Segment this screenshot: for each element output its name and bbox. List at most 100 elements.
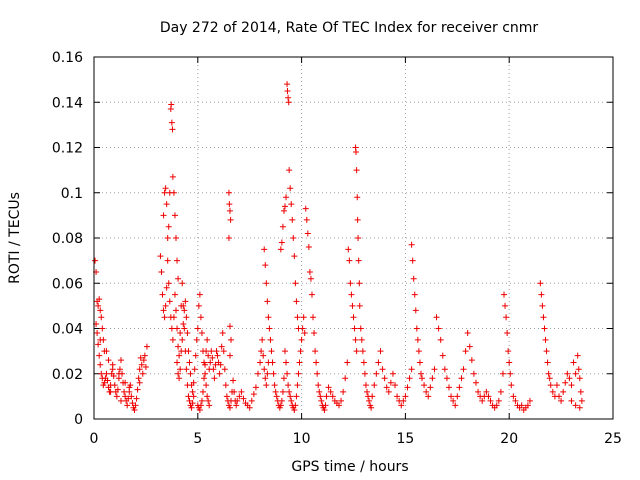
data-point: [117, 357, 124, 364]
data-point: [479, 397, 486, 404]
data-point: [280, 375, 287, 382]
data-point: [285, 382, 292, 389]
data-point: [544, 359, 551, 366]
data-point: [208, 348, 215, 355]
data-point: [266, 325, 273, 332]
data-point: [435, 325, 442, 332]
data-point: [206, 402, 213, 409]
data-point: [103, 370, 110, 377]
data-point: [178, 348, 185, 355]
data-point: [132, 402, 139, 409]
data-point: [261, 366, 268, 373]
data-point: [113, 393, 120, 400]
data-point: [177, 366, 184, 373]
data-point: [169, 336, 176, 343]
data-point: [429, 375, 436, 382]
chart-title: Day 272 of 2014, Rate Of TEC Index for r…: [160, 20, 539, 36]
data-point: [246, 404, 253, 411]
data-point: [137, 354, 144, 361]
data-point: [175, 275, 182, 282]
data-point: [458, 375, 465, 382]
data-point: [140, 357, 147, 364]
data-point: [164, 257, 171, 264]
data-point: [133, 395, 140, 402]
data-point: [545, 370, 552, 377]
data-point: [296, 359, 303, 366]
data-point: [287, 393, 294, 400]
data-point: [377, 348, 384, 355]
data-point: [290, 235, 297, 241]
x-tick-label: 0: [90, 431, 99, 447]
data-point: [115, 370, 122, 377]
y-tick-label: 0.08: [52, 231, 83, 247]
data-point: [174, 359, 181, 366]
data-point: [197, 402, 204, 409]
data-point: [352, 149, 359, 156]
data-point: [139, 370, 146, 377]
data-point: [574, 352, 581, 359]
data-point: [356, 280, 363, 287]
data-point: [218, 343, 225, 350]
data-point: [400, 397, 407, 404]
data-point: [92, 257, 99, 264]
data-point: [518, 402, 525, 409]
data-point: [437, 336, 444, 343]
data-point: [96, 352, 103, 359]
data-point: [472, 379, 479, 386]
data-point: [199, 388, 206, 395]
data-point: [568, 397, 575, 404]
data-point: [305, 244, 312, 251]
data-point: [183, 366, 190, 373]
data-point: [318, 397, 325, 404]
data-point: [226, 404, 233, 411]
data-point: [502, 302, 509, 309]
data-point: [105, 357, 112, 364]
y-axis-label: ROTI / TECUs: [7, 192, 23, 284]
data-point: [304, 230, 311, 237]
data-point: [352, 336, 359, 343]
data-point: [183, 314, 190, 321]
data-point: [213, 348, 220, 355]
data-point: [221, 366, 228, 373]
data-point: [558, 397, 565, 404]
data-point: [354, 194, 361, 201]
data-point: [189, 400, 196, 407]
x-tick-label: 20: [500, 431, 518, 447]
data-point: [269, 359, 276, 366]
data-point: [316, 388, 323, 395]
data-point: [350, 314, 357, 321]
y-tick-label: 0.06: [52, 276, 83, 292]
data-point: [202, 370, 209, 377]
data-point: [226, 207, 233, 214]
data-point: [389, 370, 396, 377]
data-point: [168, 325, 175, 332]
data-point: [233, 402, 240, 409]
data-point: [169, 173, 176, 180]
data-point: [284, 87, 291, 94]
data-point: [421, 382, 428, 389]
data-point: [174, 325, 181, 332]
data-point: [268, 348, 275, 355]
data-point: [168, 101, 175, 108]
data-point: [524, 402, 531, 409]
data-point: [166, 298, 173, 305]
data-point: [227, 216, 234, 223]
data-point: [507, 370, 514, 377]
data-point: [566, 375, 573, 382]
data-point: [159, 291, 166, 298]
data-point: [342, 375, 349, 382]
data-point: [165, 223, 172, 230]
data-point: [537, 280, 544, 287]
x-tick-label: 25: [604, 431, 622, 447]
data-point: [408, 241, 415, 248]
data-point: [142, 363, 149, 370]
data-point: [173, 235, 180, 241]
data-point: [255, 370, 262, 377]
data-point: [194, 325, 201, 332]
data-point: [576, 375, 583, 382]
data-point: [348, 291, 355, 298]
data-point: [288, 201, 295, 208]
data-point: [136, 366, 143, 373]
data-point: [219, 330, 226, 337]
data-point: [503, 314, 510, 321]
